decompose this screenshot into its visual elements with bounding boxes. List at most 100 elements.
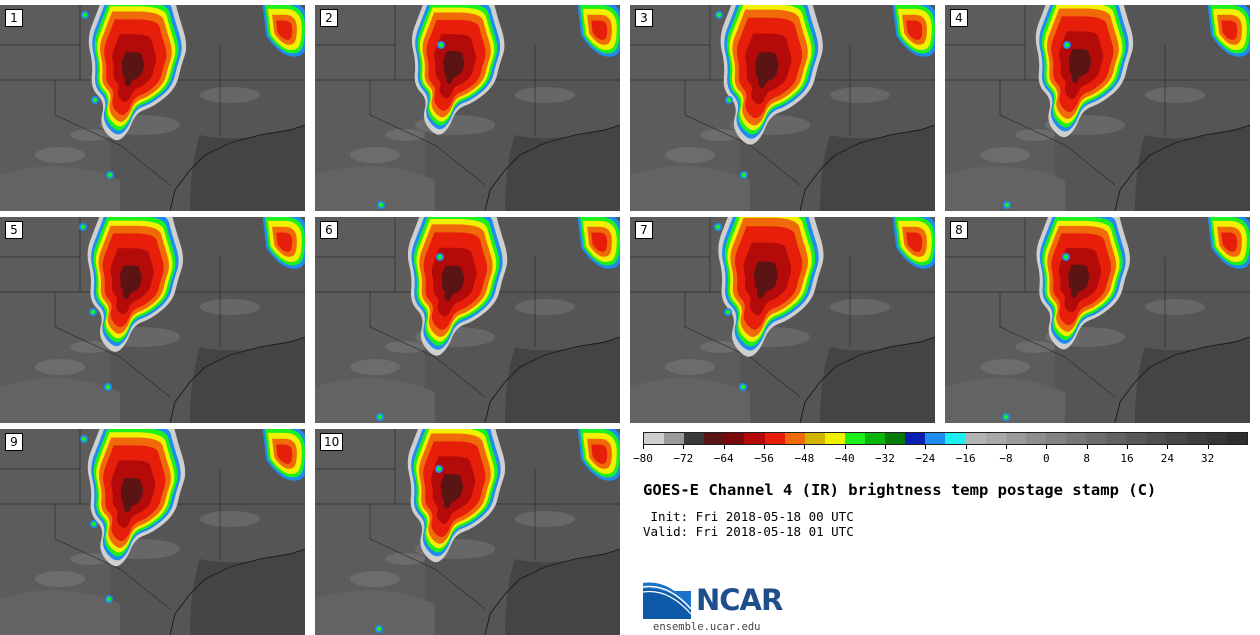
colorbar-swatch	[1025, 433, 1046, 444]
colorbar-swatch	[905, 433, 926, 444]
colorbar-swatch	[965, 433, 986, 444]
colorbar-swatch	[1086, 433, 1107, 444]
colorbar-ticks: −80 −72 −64 −56 −48 −40 −32 −24 −16 −8 0 8 16 24 32	[633, 445, 1248, 467]
colorbar-tick-mark	[844, 445, 846, 449]
colorbar-tick-label: 24	[1160, 452, 1174, 465]
storm-contour	[591, 232, 608, 252]
colorbar-swatch	[885, 433, 906, 444]
ir-map	[0, 429, 305, 635]
ir-map	[0, 5, 305, 211]
storm-contour	[440, 474, 464, 509]
colorbar-swatch	[1005, 433, 1026, 444]
postage-stamp-panel-8: 8	[945, 217, 1250, 423]
ir-map	[630, 5, 935, 211]
logo-url: ensemble.ucar.edu	[653, 621, 761, 633]
colorbar-swatch	[1226, 433, 1247, 444]
colorbar-swatch	[744, 433, 765, 444]
colorbar-tick-label: 16	[1120, 452, 1134, 465]
postage-stamp-panel-3: 3	[630, 5, 935, 211]
colorbar-swatch	[925, 433, 946, 444]
colorbar-tick-label: −24	[915, 452, 936, 465]
colorbar	[643, 432, 1248, 445]
storm-contour	[441, 265, 465, 301]
colorbar-tick-label: −32	[875, 452, 895, 465]
ir-map	[315, 5, 620, 211]
storm-contour	[443, 51, 465, 84]
storm-contour	[119, 265, 142, 300]
postage-stamp-panel-1: 1	[0, 5, 305, 211]
storm-contour	[1068, 49, 1092, 84]
panel-number-label: 8	[950, 221, 968, 239]
colorbar-swatch	[1045, 433, 1066, 444]
panel-number-label: 4	[950, 9, 968, 27]
colorbar-swatch	[865, 433, 886, 444]
colorbar-tick-mark	[1006, 445, 1007, 449]
colorbar-swatch	[945, 433, 966, 444]
storm-contour	[121, 52, 145, 87]
colorbar-tick-mark	[1086, 445, 1088, 449]
storm-contour	[1221, 20, 1238, 40]
colorbar-swatch	[1126, 433, 1147, 444]
postage-stamp-panel-6: 6	[315, 217, 620, 423]
ncar-logo: NCAR	[643, 577, 803, 621]
colorbar-swatch	[1146, 433, 1167, 444]
colorbar-tick-mark	[965, 445, 967, 449]
colorbar-tick-mark	[683, 445, 685, 449]
valid-time: Valid: Fri 2018-05-18 01 UTC	[643, 524, 854, 539]
colorbar-tick-mark	[1127, 445, 1128, 449]
colorbar-swatch	[824, 433, 845, 444]
colorbar-swatch	[1186, 433, 1207, 444]
ir-map	[945, 5, 1250, 211]
colorbar-swatch	[1166, 433, 1187, 444]
colorbar-swatch	[724, 433, 745, 444]
colorbar-tick-mark	[925, 445, 927, 449]
storm-contour	[906, 20, 923, 40]
ir-map	[945, 217, 1250, 423]
panel-number-label: 3	[635, 9, 653, 27]
colorbar-swatch	[684, 433, 705, 444]
storm-contour	[120, 478, 144, 513]
colorbar-tick-mark	[1046, 445, 1048, 449]
colorbar-swatch	[704, 433, 725, 444]
postage-stamp-panel-10: 10	[315, 429, 620, 635]
storm-contour	[276, 20, 293, 40]
postage-stamp-panel-9: 9	[0, 429, 305, 635]
colorbar-tick-mark	[885, 445, 886, 449]
colorbar-tick-mark	[1167, 445, 1169, 449]
colorbar-tick-mark	[1207, 445, 1209, 449]
postage-stamp-panel-2: 2	[315, 5, 620, 211]
colorbar-swatch	[784, 433, 805, 444]
postage-stamp-panel-4: 4	[945, 5, 1250, 211]
storm-contour	[753, 261, 779, 299]
colorbar-tick-label: −8	[999, 452, 1013, 465]
ncar-wordmark: NCAR	[696, 583, 783, 617]
colorbar-swatch	[1106, 433, 1127, 444]
colorbar-swatch	[804, 433, 825, 444]
colorbar-tick-label: −80	[633, 452, 653, 465]
storm-contour	[755, 52, 779, 89]
colorbar-tick-mark	[723, 445, 725, 449]
init-time: Init: Fri 2018-05-18 00 UTC	[643, 509, 854, 524]
figure-title: GOES-E Channel 4 (IR) brightness temp po…	[643, 481, 1157, 499]
colorbar-tick-label: −40	[834, 452, 855, 465]
colorbar-tick-mark	[643, 445, 644, 449]
colorbar-swatch	[764, 433, 785, 444]
colorbar-tick-mark	[764, 445, 765, 449]
postage-stamp-panel-5: 5	[0, 217, 305, 423]
storm-contour	[591, 20, 608, 40]
colorbar-swatch	[985, 433, 1006, 444]
panel-number-label: 6	[320, 221, 338, 239]
ir-map	[315, 429, 620, 635]
storm-contour	[906, 232, 923, 252]
colorbar-swatch	[1065, 433, 1087, 444]
colorbar-tick-label: −16	[955, 452, 976, 465]
ir-map	[315, 217, 620, 423]
colorbar-tick-label: 32	[1201, 452, 1215, 465]
colorbar-tick-label: −56	[754, 452, 774, 465]
colorbar-swatch	[644, 433, 665, 444]
colorbar-tick-mark	[804, 445, 806, 449]
panel-number-label: 5	[5, 221, 23, 239]
storm-contour	[276, 444, 293, 464]
storm-contour	[591, 444, 608, 464]
colorbar-tick-label: −64	[713, 452, 734, 465]
